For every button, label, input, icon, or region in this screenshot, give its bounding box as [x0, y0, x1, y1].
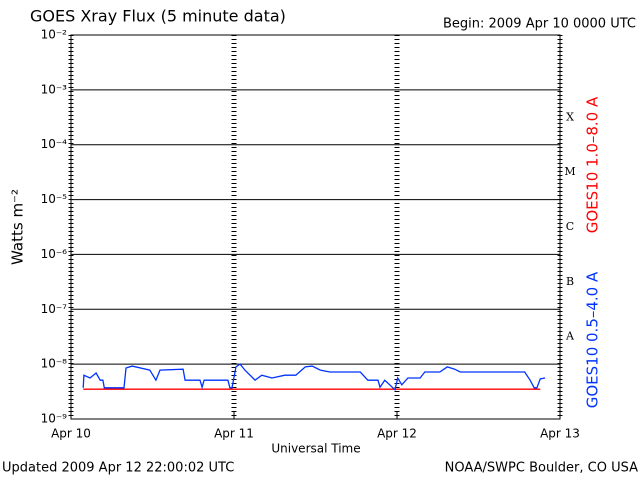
y-tick-label: 10⁻⁴	[41, 137, 68, 151]
x-axis-label: Universal Time	[271, 442, 360, 456]
y-tick-label: 10⁻⁷	[41, 302, 68, 316]
flare-class-label: A	[565, 330, 575, 343]
chart-title: GOES Xray Flux (5 minute data)	[30, 7, 286, 26]
flare-class-label: C	[566, 220, 574, 233]
flare-class-label: M	[564, 165, 575, 178]
y-axis-label: Watts m⁻²	[9, 189, 27, 265]
chart-subtitle: Begin: 2009 Apr 10 0000 UTC	[443, 17, 636, 32]
flare-class-label: B	[566, 275, 574, 288]
y-tick-label: 10⁻⁹	[41, 412, 68, 426]
footer-right: NOAA/SWPC Boulder, CO USA	[445, 461, 638, 476]
y-tick-label: 10⁻⁸	[41, 357, 68, 371]
x-tick-label: Apr 13	[540, 427, 580, 441]
x-tick-label: Apr 10	[51, 427, 91, 441]
y-tick-label: 10⁻⁶	[41, 247, 68, 261]
x-tick-label: Apr 12	[377, 427, 417, 441]
y-tick-label: 10⁻²	[41, 28, 68, 42]
legend-entry: GOES10 1.0–8.0 A	[584, 96, 602, 233]
y-tick-label: 10⁻³	[41, 82, 68, 96]
y-tick-label: 10⁻⁵	[41, 192, 68, 206]
series-line	[82, 363, 546, 392]
x-tick-label: Apr 11	[214, 427, 254, 441]
footer-left: Updated 2009 Apr 12 22:00:02 UTC	[2, 461, 234, 476]
flare-class-label: X	[566, 110, 574, 123]
legend-entry: GOES10 0.5–4.0 A	[584, 271, 602, 408]
